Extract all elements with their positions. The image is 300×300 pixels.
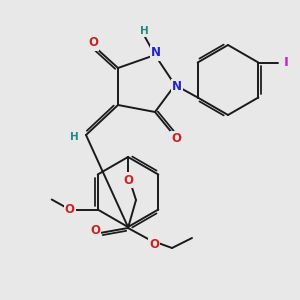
Text: O: O [149, 238, 159, 250]
Text: H: H [140, 26, 148, 36]
Text: O: O [88, 37, 98, 50]
Text: O: O [171, 133, 181, 146]
Text: H: H [70, 132, 78, 142]
Text: I: I [284, 56, 289, 69]
Text: O: O [123, 173, 133, 187]
Text: O: O [90, 224, 100, 238]
Text: N: N [172, 80, 182, 94]
Text: O: O [65, 203, 75, 216]
Text: N: N [151, 46, 161, 59]
